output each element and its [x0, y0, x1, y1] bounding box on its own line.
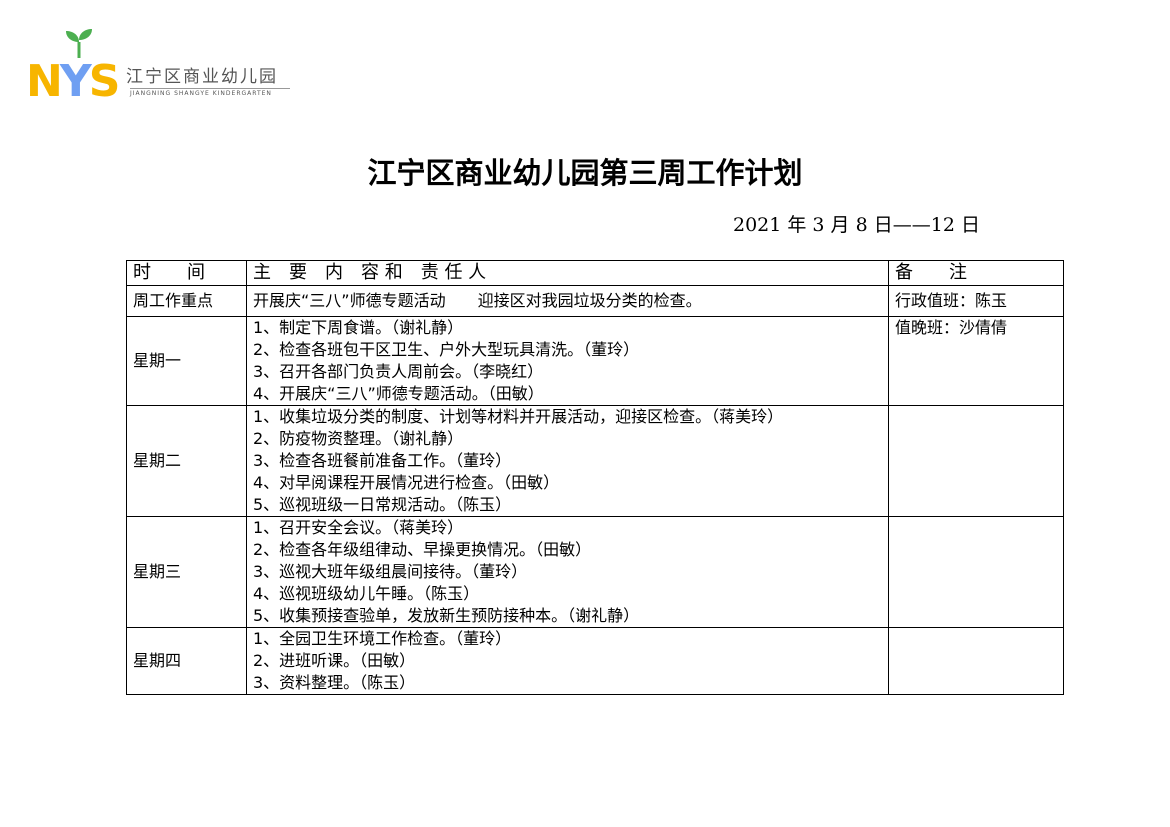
day-label: 星期二	[126, 405, 247, 517]
day-items: 1、收集垃圾分类的制度、计划等材料并开展活动，迎接区检查。（蒋美玲） 2、防疫物资…	[246, 405, 889, 517]
day-items: 1、召开安全会议。（蒋美玲） 2、检查各年级组律动、早操更换情况。（田敏） 3、巡视…	[246, 516, 889, 628]
task-item: 3、资料整理。（陈玉）	[253, 673, 416, 692]
day-items: 1、全园卫生环境工作检查。（董玲） 2、进班听课。（田敏） 3、资料整理。（陈玉）	[246, 627, 889, 695]
table-header-row: 时 间 主 要 内 容 和 责 任 人 备 注	[126, 260, 1064, 286]
header-note: 备 注	[888, 260, 1064, 286]
page-title: 江宁区商业幼儿园第三周工作计划	[367, 156, 803, 190]
focus-row: 周工作重点 开展庆“三八”师德专题活动 迎接区对我园垃圾分类的检查。 行政值班：…	[126, 285, 1064, 317]
focus-label: 周工作重点	[126, 285, 247, 317]
sprout-icon	[66, 29, 92, 58]
task-item: 1、收集垃圾分类的制度、计划等材料并开展活动，迎接区检查。（蒋美玲）	[253, 407, 784, 426]
date-range: 2021 年 3 月 8 日——12 日	[733, 214, 980, 236]
day-note: 值晚班：沙倩倩	[888, 316, 1064, 406]
day-label: 星期四	[126, 627, 247, 695]
day-row: 星期一 1、制定下周食谱。（谢礼静） 2、检查各班包干区卫生、户外大型玩具清洗。（董…	[126, 316, 1064, 406]
logo: NYS 江宁区商业幼儿园 JIANGNING SHANGYE KINDERGAR…	[26, 28, 296, 107]
day-label: 星期一	[126, 316, 247, 406]
task-item: 4、开展庆“三八”师德专题活动。（田敏）	[253, 384, 544, 403]
day-row: 星期二 1、收集垃圾分类的制度、计划等材料并开展活动，迎接区检查。（蒋美玲） 2、防…	[126, 405, 1064, 517]
day-items: 1、制定下周食谱。（谢礼静） 2、检查各班包干区卫生、户外大型玩具清洗。（董玲） 3…	[246, 316, 889, 406]
logo-name-en: JIANGNING SHANGYE KINDERGARTEN	[130, 88, 290, 97]
task-item: 2、进班听课。（田敏）	[253, 651, 416, 670]
task-item: 2、防疫物资整理。（谢礼静）	[253, 429, 464, 448]
day-note	[888, 627, 1064, 695]
day-row: 星期四 1、全园卫生环境工作检查。（董玲） 2、进班听课。（田敏） 3、资料整理。（陈…	[126, 627, 1064, 695]
logo-name-cn: 江宁区商业幼儿园	[126, 67, 278, 87]
plan-table: 时 间 主 要 内 容 和 责 任 人 备 注 周工作重点 开展庆“三八”师德专…	[126, 260, 1064, 695]
task-item: 5、巡视班级一日常规活动。（陈玉）	[253, 495, 512, 514]
task-item: 1、全园卫生环境工作检查。（董玲）	[253, 629, 512, 648]
task-item: 1、召开安全会议。（蒋美玲）	[253, 518, 464, 537]
header-content: 主 要 内 容 和 责 任 人	[246, 260, 889, 286]
focus-note: 行政值班：陈玉	[888, 285, 1064, 317]
task-item: 3、检查各班餐前准备工作。（董玲）	[253, 451, 512, 470]
day-row: 星期三 1、召开安全会议。（蒋美玲） 2、检查各年级组律动、早操更换情况。（田敏） 3…	[126, 516, 1064, 628]
task-item: 4、对早阅课程开展情况进行检查。（田敏）	[253, 473, 560, 492]
day-note	[888, 516, 1064, 628]
focus-content: 开展庆“三八”师德专题活动 迎接区对我园垃圾分类的检查。	[246, 285, 889, 317]
day-label: 星期三	[126, 516, 247, 628]
task-item: 5、收集预接查验单，发放新生预防接种本。（谢礼静）	[253, 606, 640, 625]
task-item: 4、巡视班级幼儿午睡。（陈玉）	[253, 584, 480, 603]
header-time: 时 间	[126, 260, 247, 286]
task-item: 2、检查各年级组律动、早操更换情况。（田敏）	[253, 540, 592, 559]
task-item: 1、制定下周食谱。（谢礼静）	[253, 318, 464, 337]
logo-letters: NYS	[26, 56, 120, 107]
task-item: 3、巡视大班年级组晨间接待。（董玲）	[253, 562, 528, 581]
task-item: 2、检查各班包干区卫生、户外大型玩具清洗。（董玲）	[253, 340, 640, 359]
task-item: 3、召开各部门负责人周前会。（李晓红）	[253, 362, 544, 381]
day-note	[888, 405, 1064, 517]
